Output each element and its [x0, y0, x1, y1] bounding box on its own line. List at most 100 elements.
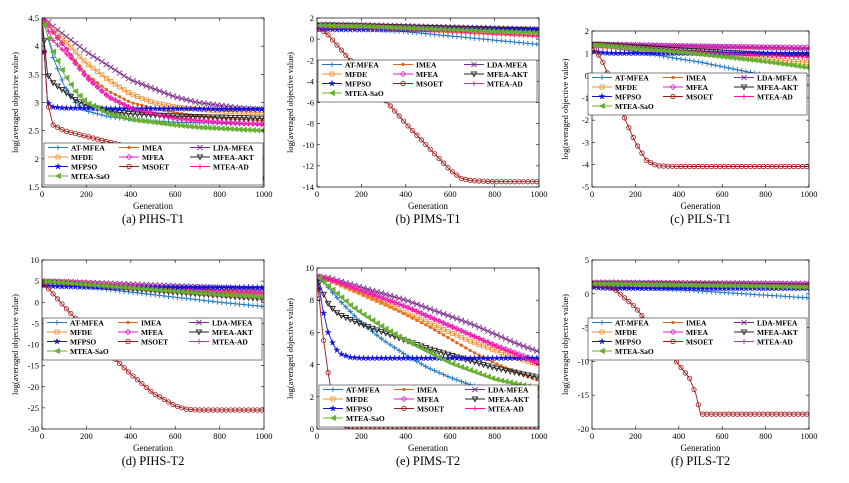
series-marker-mfea-akt	[475, 360, 483, 367]
legend-item-lda-mfea: LDA-MFEA	[189, 319, 253, 328]
x-axis-label: Generation	[133, 443, 173, 453]
legend-item-lda-mfea: LDA-MFEA	[464, 61, 528, 70]
series-line-msoet	[317, 28, 539, 183]
series-marker-msoet	[427, 146, 433, 152]
x-tick-label: 0	[315, 189, 319, 199]
series-marker-mfea-akt	[690, 48, 698, 55]
series-marker-mfea-akt	[49, 80, 57, 87]
series-marker-mfea-akt	[249, 115, 257, 122]
legend-label: MTEA-SaO	[71, 172, 110, 181]
series-marker-lda-mfea	[147, 84, 154, 91]
series-marker-at-mfea	[387, 342, 393, 348]
y-axis-label: log(averaged objective value)	[285, 52, 295, 153]
legend-item-mfpso: MFPSO	[48, 163, 97, 172]
series-marker-imea	[433, 328, 437, 332]
series-marker-at-mfea	[250, 302, 256, 309]
series-marker-mtea-sao	[317, 274, 323, 282]
series-marker-mtea-ad	[734, 51, 740, 57]
series-marker-mfea-akt	[245, 115, 252, 122]
series-marker-imea	[95, 81, 100, 85]
series-marker-lda-mfea	[152, 86, 159, 93]
series-marker-mtea-ad	[396, 301, 402, 307]
series-marker-mtea-sao	[386, 328, 394, 335]
series-marker-mfea	[734, 43, 741, 50]
series-marker-mfea-akt	[240, 115, 248, 122]
legend-marker	[197, 144, 203, 151]
legend: AT-MFEA IMEA LDA-MFEA MFDE MFEA MFEA-AKT MFPSO…	[318, 384, 539, 428]
series-marker-mtea-sao	[511, 380, 518, 387]
y-axis-label: log(averaged objective value)	[285, 298, 295, 399]
series-marker-mfpso	[258, 283, 264, 291]
series-marker-at-mfea	[343, 304, 349, 310]
y-tick-label: -30	[28, 424, 39, 434]
chart-caption: (d) PIHS-T2	[122, 454, 185, 468]
series-marker-mfea	[712, 43, 719, 50]
x-tick-label: 800	[488, 431, 501, 441]
legend-marker	[197, 163, 203, 170]
series-marker-mtea-sao	[395, 333, 403, 340]
series-marker-at-mfea	[739, 68, 745, 74]
series-marker-mfea-akt	[329, 306, 336, 313]
legend-marker	[330, 386, 336, 393]
series-marker-mtea-ad	[157, 112, 163, 118]
series-marker-msoet	[334, 42, 340, 48]
series-marker-imea	[113, 93, 117, 97]
series-marker-mfea-akt	[369, 325, 376, 332]
legend-marker	[328, 79, 336, 87]
legend-item-mtea-sao: MTEA-SaO	[47, 347, 109, 356]
series-marker-mtea-sao	[431, 352, 438, 359]
series-marker-msoet	[634, 307, 641, 313]
series-marker-at-mfea	[86, 108, 92, 115]
series-marker-mtea-ad	[418, 310, 424, 317]
series-marker-mfpso	[337, 350, 346, 358]
legend-marker	[740, 84, 748, 91]
series-marker-lda-mfea	[445, 312, 451, 319]
series-marker-lda-mfea	[125, 75, 132, 82]
series-marker-at-mfea	[769, 292, 775, 299]
series-marker-mfde	[401, 309, 406, 315]
x-tick-label: 400	[124, 431, 137, 441]
series-marker-imea	[415, 318, 419, 322]
series-marker-imea	[122, 97, 126, 101]
legend-item-imea: IMEA	[118, 319, 162, 328]
series-marker-mfpso	[333, 346, 341, 354]
series-marker-mfde	[396, 307, 402, 313]
y-tick-label: 0	[310, 424, 314, 434]
series-marker-lda-mfea	[165, 91, 172, 98]
series-marker-lda-mfea	[431, 307, 438, 314]
series-marker-mtea-ad	[795, 54, 801, 60]
legend-label: MFDE	[346, 395, 368, 404]
series-marker-msoet	[639, 150, 645, 156]
series-marker-mfpso	[319, 309, 328, 317]
series-marker-msoet	[617, 291, 623, 297]
legend-marker	[329, 71, 335, 77]
legend: AT-MFEA IMEA LDA-MFEA MFDE MFEA MFEA-AKT MFPSO…	[43, 142, 264, 186]
series-marker-mfea-akt	[54, 83, 61, 90]
series-marker-msoet	[400, 118, 407, 124]
y-tick-label: 3	[35, 98, 39, 108]
legend-label: MFEA-AKT	[488, 395, 529, 404]
legend-label: IMEA	[416, 61, 437, 70]
series-marker-lda-mfea	[489, 330, 496, 336]
series-marker-mtea-sao	[58, 66, 65, 73]
series-marker-msoet	[139, 380, 145, 387]
series-marker-mtea-sao	[475, 370, 482, 377]
series-marker-lda-mfea	[476, 324, 482, 331]
series-marker-at-mfea	[525, 40, 531, 46]
series-marker-mtea-ad	[458, 328, 464, 334]
legend-label: MFDE	[71, 153, 93, 162]
legend-item-at-mfea: AT-MFEA	[48, 144, 105, 153]
series-marker-mtea-sao	[422, 347, 429, 354]
series-marker-mfea	[209, 118, 217, 125]
series-marker-mfea-akt	[227, 114, 235, 121]
series-marker-at-mfea	[516, 39, 522, 46]
series-marker-mtea-sao	[533, 29, 539, 36]
series-marker-imea	[118, 95, 122, 99]
legend-item-mtea-ad: MTEA-AD	[734, 93, 793, 102]
series-marker-mtea-ad	[445, 322, 451, 328]
series-marker-at-mfea	[756, 292, 762, 298]
series-marker-at-mfea	[423, 363, 429, 370]
legend-item-mfpso: MFPSO	[322, 80, 371, 89]
x-tick-label: 1000	[801, 189, 818, 199]
series-marker-at-mfea	[414, 358, 420, 364]
